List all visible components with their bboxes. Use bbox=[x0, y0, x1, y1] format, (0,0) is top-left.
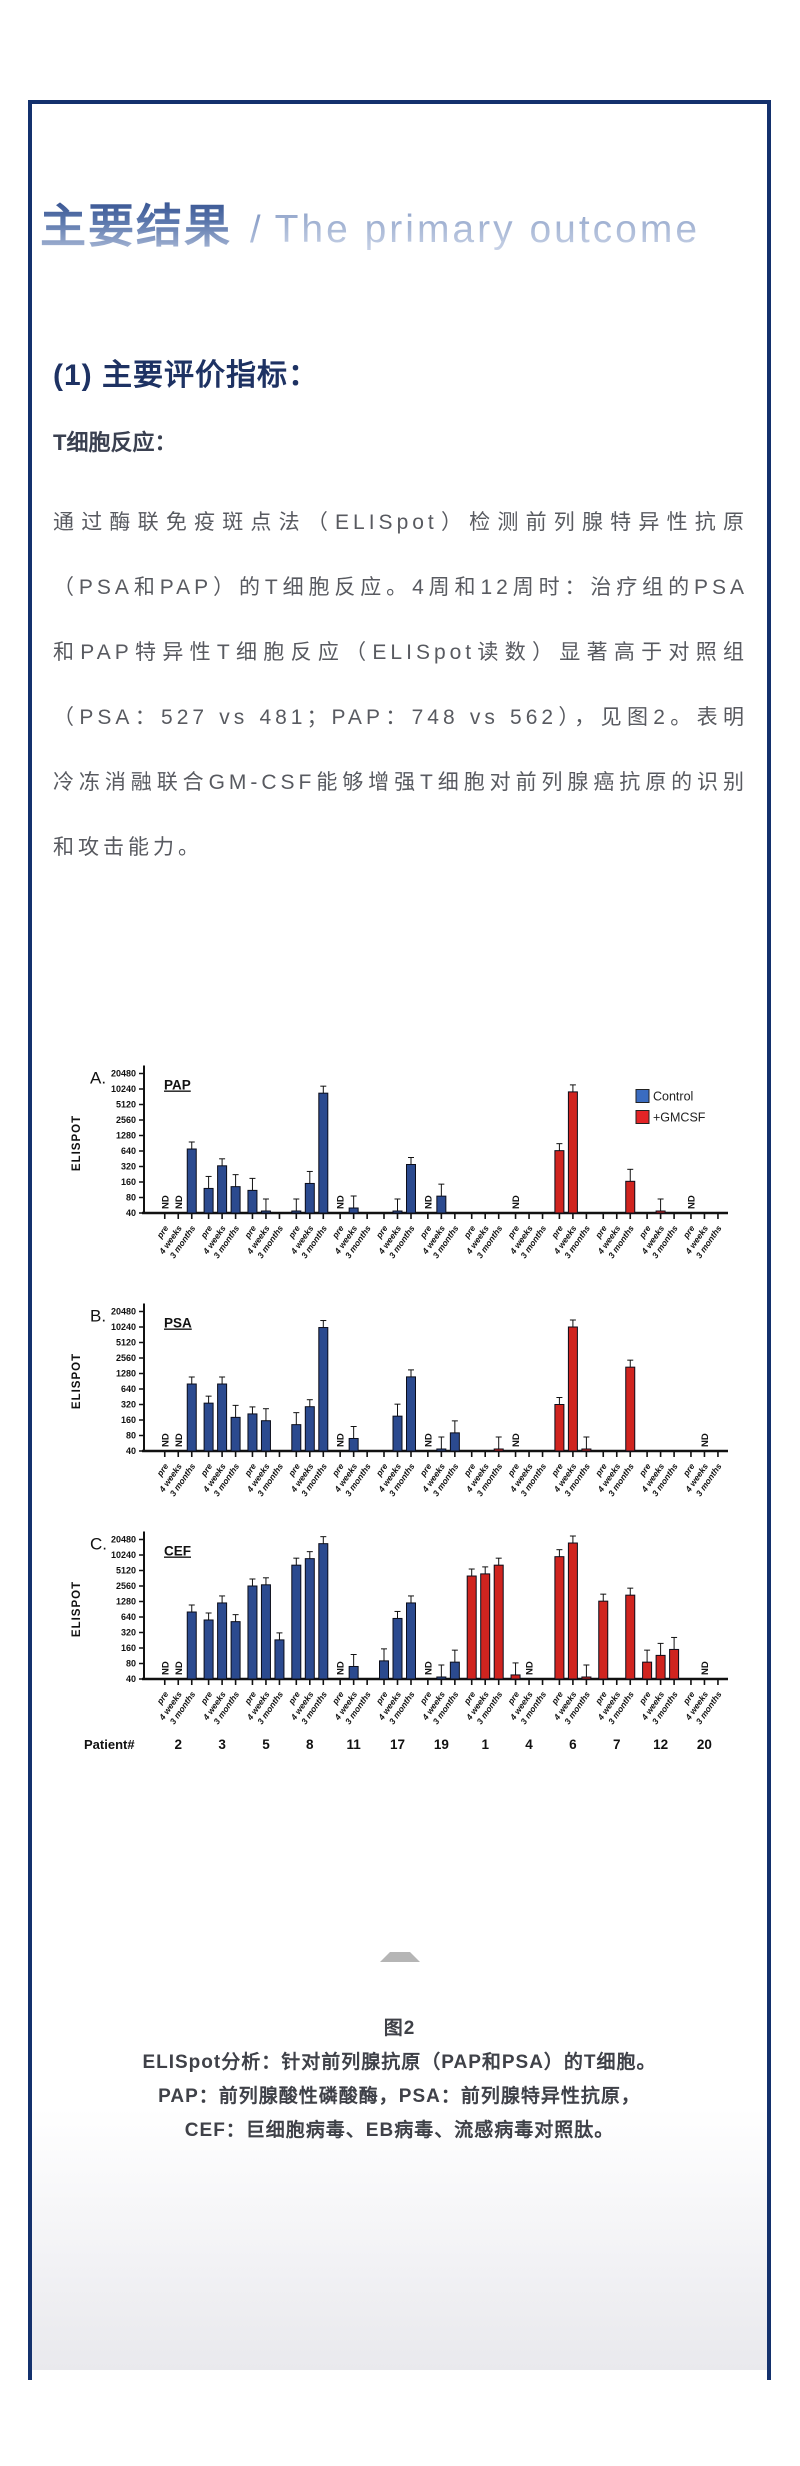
svg-text:ND: ND bbox=[511, 1195, 522, 1209]
svg-text:ND: ND bbox=[700, 1661, 711, 1675]
svg-text:ELISPOT: ELISPOT bbox=[71, 1581, 83, 1637]
svg-text:80: 80 bbox=[126, 1431, 136, 1441]
svg-text:2560: 2560 bbox=[116, 1581, 136, 1591]
svg-text:ND: ND bbox=[423, 1195, 434, 1209]
subsection-heading: (1) 主要评价指标： bbox=[53, 359, 319, 392]
svg-text:1: 1 bbox=[481, 1737, 489, 1752]
svg-text:160: 160 bbox=[121, 1177, 136, 1187]
svg-text:ND: ND bbox=[160, 1433, 171, 1447]
svg-text:5: 5 bbox=[262, 1737, 270, 1752]
svg-text:2: 2 bbox=[174, 1737, 182, 1752]
svg-text:160: 160 bbox=[121, 1643, 136, 1653]
svg-text:80: 80 bbox=[126, 1193, 136, 1203]
svg-text:40: 40 bbox=[126, 1446, 136, 1456]
svg-text:3: 3 bbox=[218, 1737, 226, 1752]
svg-text:CEF: CEF bbox=[164, 1544, 191, 1559]
svg-text:20: 20 bbox=[697, 1737, 712, 1752]
svg-text:ND: ND bbox=[174, 1433, 185, 1447]
svg-text:5120: 5120 bbox=[116, 1100, 136, 1110]
svg-text:10240: 10240 bbox=[111, 1550, 136, 1560]
svg-text:ELISPOT: ELISPOT bbox=[71, 1115, 83, 1171]
svg-text:40: 40 bbox=[126, 1208, 136, 1218]
svg-text:20480: 20480 bbox=[111, 1307, 136, 1317]
elispot-bar-chart: 40801603206401280256051201024020480ELISP… bbox=[71, 1065, 728, 1752]
svg-text:320: 320 bbox=[121, 1628, 136, 1638]
elispot-figure: 40 80 160 320 640 1280 2560 5120 10240 20480 ELISP… bbox=[64, 1051, 767, 1768]
svg-text:10240: 10240 bbox=[111, 1084, 136, 1094]
svg-text:+GMCSF: +GMCSF bbox=[653, 1111, 706, 1125]
body-paragraph: 通过酶联免疫斑点法（ELISpot）检测前列腺特异性抗原（PSA和PAP）的T细… bbox=[53, 511, 748, 859]
svg-text:PAP: PAP bbox=[164, 1078, 191, 1093]
svg-text:5120: 5120 bbox=[116, 1338, 136, 1348]
tcell-subheading: T细胞反应： bbox=[53, 430, 177, 455]
page-title-en: The primary outcome bbox=[274, 208, 701, 251]
svg-text:640: 640 bbox=[121, 1384, 136, 1394]
svg-text:ND: ND bbox=[423, 1433, 434, 1447]
svg-text:ND: ND bbox=[336, 1661, 347, 1675]
svg-text:5120: 5120 bbox=[116, 1566, 136, 1576]
title-separator-slash: / bbox=[250, 209, 261, 251]
svg-text:ND: ND bbox=[700, 1433, 711, 1447]
page-title-cn: 主要结果 bbox=[40, 190, 232, 256]
svg-text:320: 320 bbox=[121, 1400, 136, 1410]
svg-text:2560: 2560 bbox=[116, 1353, 136, 1363]
svg-text:ND: ND bbox=[336, 1195, 347, 1209]
collapse-arrow-icon[interactable] bbox=[379, 1942, 420, 1962]
svg-text:Control: Control bbox=[653, 1090, 693, 1104]
svg-text:ND: ND bbox=[423, 1661, 434, 1675]
svg-text:20480: 20480 bbox=[111, 1069, 136, 1079]
svg-text:ND: ND bbox=[525, 1661, 536, 1675]
svg-text:6: 6 bbox=[569, 1737, 577, 1752]
svg-text:10240: 10240 bbox=[111, 1322, 136, 1332]
svg-text:19: 19 bbox=[434, 1737, 449, 1752]
svg-text:160: 160 bbox=[121, 1415, 136, 1425]
svg-text:ND: ND bbox=[174, 1661, 185, 1675]
svg-text:17: 17 bbox=[390, 1737, 405, 1752]
svg-text:11: 11 bbox=[347, 1737, 362, 1752]
figure-caption-line: CEF：巨细胞病毒、EB病毒、流感病毒对照肽。 bbox=[184, 2120, 615, 2141]
svg-text:ND: ND bbox=[160, 1661, 171, 1675]
next-section-spacer bbox=[32, 2370, 767, 2466]
figure-caption-line: ELISpot分析：针对前列腺抗原（PAP和PSA）的T细胞。 bbox=[142, 2052, 657, 2073]
svg-text:B.: B. bbox=[90, 1307, 106, 1326]
svg-text:40: 40 bbox=[126, 1674, 136, 1684]
svg-text:ND: ND bbox=[174, 1195, 185, 1209]
svg-text:C.: C. bbox=[90, 1535, 107, 1554]
svg-text:640: 640 bbox=[121, 1612, 136, 1622]
content-card: 主要结果 / The primary outcome (1) 主要评价指标： T… bbox=[28, 100, 771, 2466]
svg-text:Patient#: Patient# bbox=[84, 1737, 135, 1752]
svg-text:640: 640 bbox=[121, 1146, 136, 1156]
svg-text:ND: ND bbox=[336, 1433, 347, 1447]
svg-text:1280: 1280 bbox=[116, 1131, 136, 1141]
svg-text:ND: ND bbox=[686, 1195, 697, 1209]
svg-text:7: 7 bbox=[613, 1737, 621, 1752]
figure-caption-line: 图2 bbox=[383, 2018, 416, 2039]
svg-text:1280: 1280 bbox=[116, 1369, 136, 1379]
primary-outcome-section: 主要结果 / The primary outcome (1) 主要评价指标： T… bbox=[32, 190, 767, 2370]
figure-caption: 图2 ELISpot分析：针对前列腺抗原（PAP和PSA）的T细胞。 PAP：前… bbox=[32, 2012, 767, 2148]
svg-text:8: 8 bbox=[306, 1737, 314, 1752]
page-title: 主要结果 / The primary outcome bbox=[40, 190, 767, 256]
svg-text:PSA: PSA bbox=[164, 1316, 192, 1331]
svg-text:1280: 1280 bbox=[116, 1597, 136, 1607]
svg-text:A.: A. bbox=[90, 1069, 106, 1088]
svg-text:12: 12 bbox=[653, 1737, 668, 1752]
svg-text:20480: 20480 bbox=[111, 1535, 136, 1545]
svg-text:320: 320 bbox=[121, 1162, 136, 1172]
svg-text:ELISPOT: ELISPOT bbox=[71, 1353, 83, 1409]
svg-text:80: 80 bbox=[126, 1659, 136, 1669]
svg-text:ND: ND bbox=[160, 1195, 171, 1209]
svg-text:2560: 2560 bbox=[116, 1115, 136, 1125]
svg-text:ND: ND bbox=[511, 1433, 522, 1447]
figure-caption-line: PAP：前列腺酸性磷酸酶，PSA：前列腺特异性抗原， bbox=[158, 2086, 641, 2107]
svg-text:4: 4 bbox=[525, 1737, 533, 1752]
